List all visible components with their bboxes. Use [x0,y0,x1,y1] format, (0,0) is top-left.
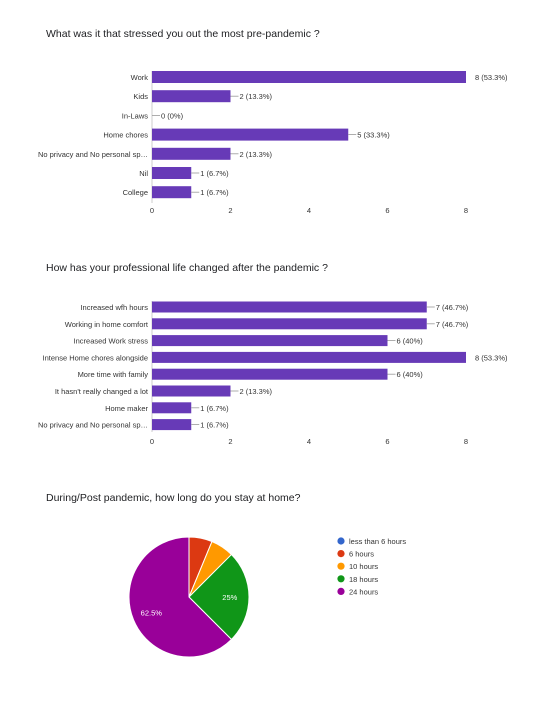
chart2-bar [152,385,231,397]
chart1-data-label: 1 (6.7%) [200,169,229,178]
legend-label: less than 6 hours [349,537,406,546]
chart1-data-label: 1 (6.7%) [200,188,229,197]
chart2-x-tick-label: 2 [228,437,232,446]
chart1-data-label: 8 (53.3%) [475,73,508,82]
chart2-bar [152,402,192,414]
chart2-data-label: 7 (46.7%) [436,303,469,312]
chart2-bar [152,351,466,363]
legend-label: 6 hours [349,550,374,559]
chart1-category-label: Kids [133,92,148,101]
chart2-data-label: 6 (40%) [397,370,424,379]
chart2-x-tick-label: 8 [464,437,468,446]
chart1-x-tick-label: 8 [464,206,468,215]
chart2-category-label: Working in home comfort [65,320,149,329]
chart2-data-label: 7 (46.7%) [436,320,469,329]
chart2-bar [152,301,427,313]
question-title-3: During/Post pandemic, how long do you st… [46,492,301,504]
pie-slice-label: 62.5% [141,609,163,618]
chart1-category-label: Nil [139,169,148,178]
chart1-category-label: Home chores [103,131,148,140]
chart2-bar [152,368,388,380]
legend-label: 10 hours [349,562,378,571]
chart1-bar [152,186,192,199]
chart1-x-tick-label: 6 [385,206,389,215]
chart2-x-tick-label: 0 [150,437,154,446]
chart2-category-label: It hasn't really changed a lot [55,387,149,396]
chart1-bar [152,90,231,103]
chart2-category-label: No privacy and No personal sp… [38,421,148,430]
chart2-category-label: More time with family [78,370,149,379]
chart2-x-tick-label: 6 [385,437,389,446]
chart2-x-tick-label: 4 [307,437,311,446]
chart2-data-label: 6 (40%) [397,337,424,346]
chart2-category-label: Intense Home chores alongside [43,353,148,362]
chart2-category-label: Increased wfh hours [80,303,148,312]
chart1-x-tick-label: 2 [228,206,232,215]
legend-swatch [337,587,345,596]
chart1-x-tick-label: 4 [307,206,311,215]
pie-slice-label: 25% [222,593,237,602]
pie-slice-18-hours [188,553,250,641]
legend-swatch [337,575,345,583]
chart1-bar [152,167,192,179]
pie-slice-24-hours [128,536,233,658]
chart2-bar [152,419,192,431]
question-title-1: What was it that stressed you out the mo… [46,28,320,40]
chart2-bar [152,318,427,330]
chart1-category-label: In-Laws [122,111,149,120]
chart2-data-label: 2 (13.3%) [240,387,273,396]
legend-swatch [337,537,345,545]
chart1-x-tick-label: 0 [150,206,154,215]
chart1-bar [152,147,231,160]
question-title-2: How has your professional life changed a… [46,262,328,274]
chart1-category-label: College [123,188,148,197]
chart1-category-label: No privacy and No personal sp… [38,150,148,159]
chart2-data-label: 1 (6.7%) [200,421,229,430]
legend-swatch [337,562,345,570]
chart2-category-label: Increased Work stress [74,337,149,346]
legend-swatch [337,550,345,558]
legend-label: 18 hours [349,575,378,584]
chart1-data-label: 0 (0%) [161,111,184,120]
chart2-category-label: Home maker [105,404,148,413]
chart1-data-label: 5 (33.3%) [357,131,390,140]
legend-label: 24 hours [349,587,378,596]
chart1-data-label: 2 (13.3%) [240,150,273,159]
chart2-data-label: 8 (53.3%) [475,353,508,362]
chart2-data-label: 1 (6.7%) [200,404,229,413]
chart1-data-label: 2 (13.3%) [240,92,273,101]
chart2-bar [152,335,388,347]
chart1-category-label: Work [131,73,149,82]
chart1-bar [152,128,349,141]
chart1-bar [152,71,466,83]
